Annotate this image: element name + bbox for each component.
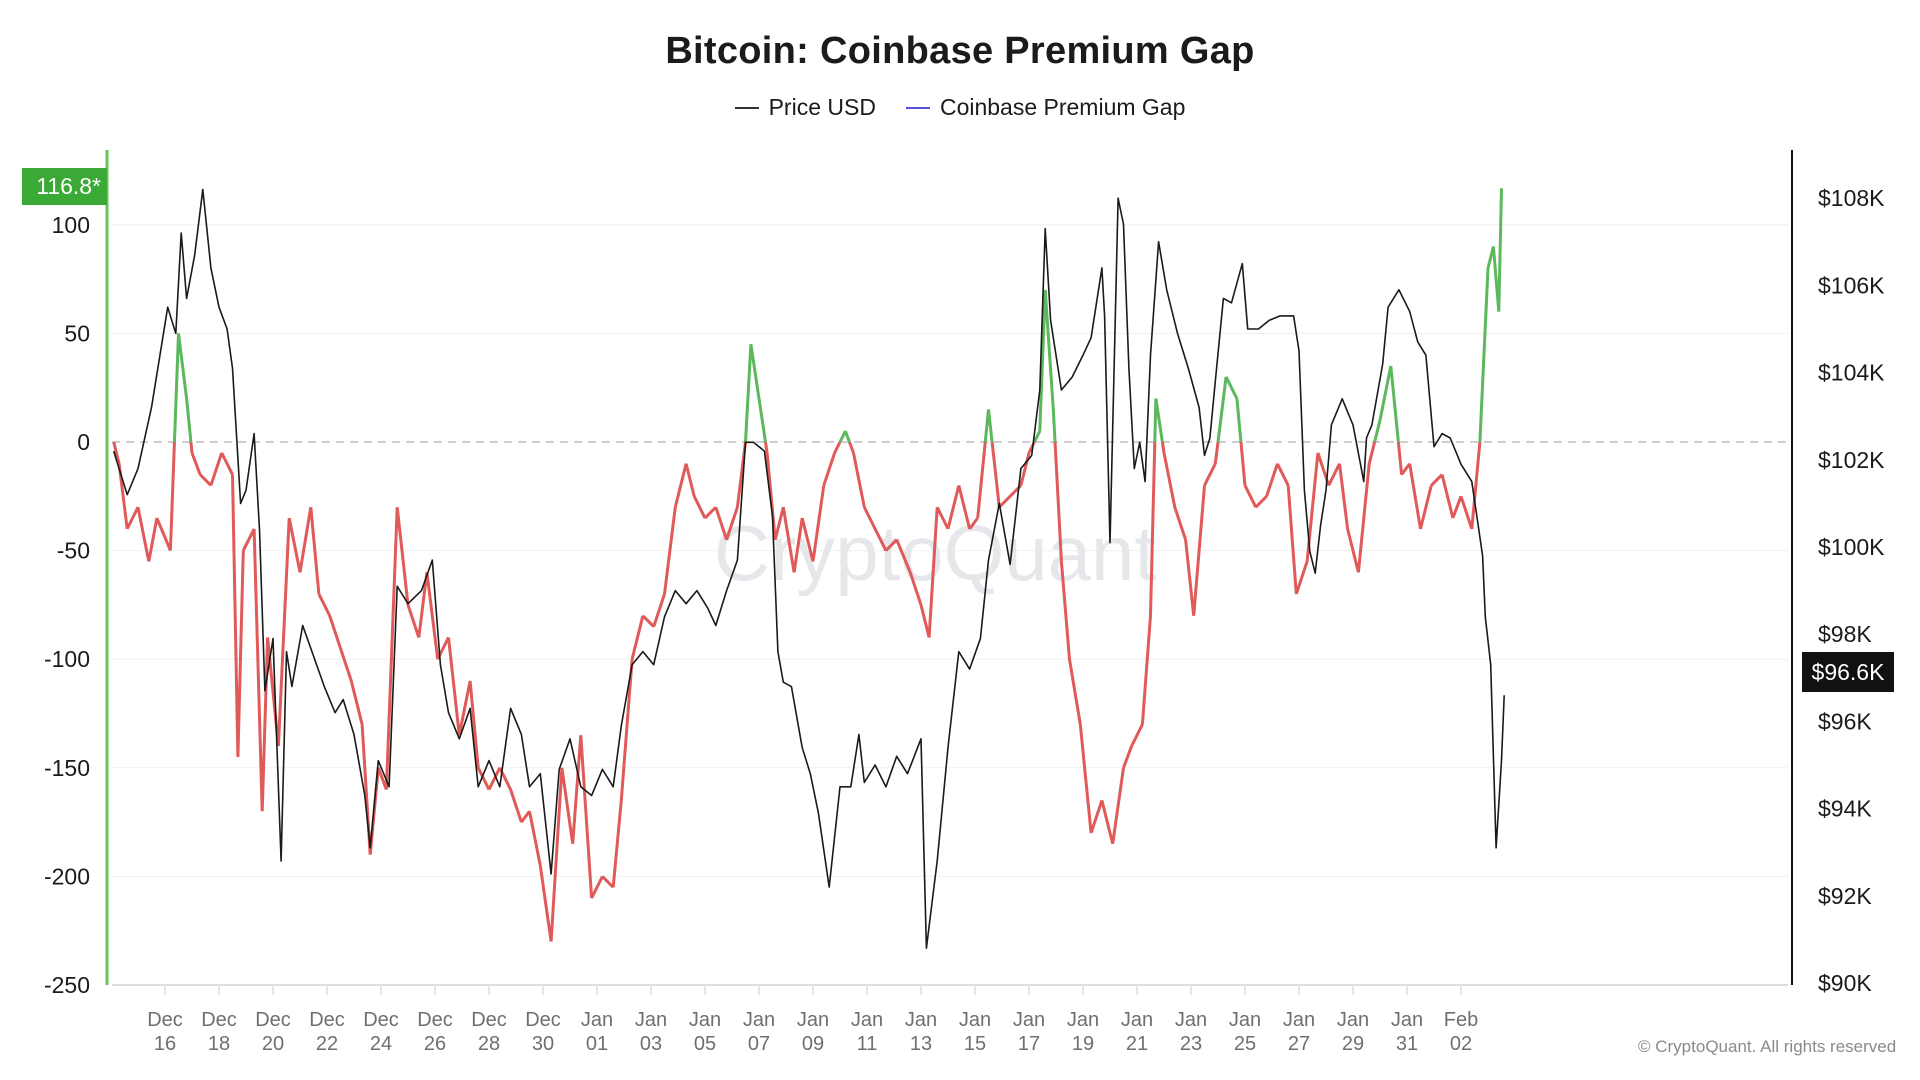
x-tick-label-day: 15 <box>964 1033 986 1055</box>
x-tick-label-month: Jan <box>1121 1009 1153 1031</box>
x-tick-label-day: 09 <box>802 1033 824 1055</box>
legend-swatch-price <box>734 106 759 109</box>
x-tick-label-month: Jan <box>635 1009 667 1031</box>
x-tick-label-month: Dec <box>309 1009 345 1031</box>
x-tick-label-month: Feb <box>1444 1009 1478 1031</box>
x-tick-label-month: Jan <box>1175 1009 1207 1031</box>
x-tick-label-day: 13 <box>910 1033 932 1055</box>
x-tick-label-day: 28 <box>478 1033 500 1055</box>
y-left-tick-label: -250 <box>44 972 90 998</box>
y-right-tick-label: $92K <box>1818 883 1872 909</box>
current-premium-badge: 116.8* <box>22 168 107 205</box>
x-tick-label-day: 23 <box>1180 1033 1202 1055</box>
legend: Price USD Coinbase Premium Gap <box>0 94 1920 121</box>
x-tick-label-day: 29 <box>1342 1033 1364 1055</box>
y-left-tick-label: -50 <box>57 538 90 564</box>
y-right-tick-label: $94K <box>1818 796 1872 822</box>
y-right-tick-label: $98K <box>1818 621 1872 647</box>
x-tick-label-day: 19 <box>1072 1033 1094 1055</box>
x-tick-label-month: Jan <box>743 1009 775 1031</box>
premium-gap-positive-line <box>172 188 1503 443</box>
x-tick-label-day: 20 <box>262 1033 284 1055</box>
x-tick-label-month: Jan <box>959 1009 991 1031</box>
y-left-tick-label: -100 <box>44 646 90 672</box>
x-tick-label-month: Dec <box>525 1009 561 1031</box>
x-tick-label-day: 26 <box>424 1033 446 1055</box>
y-right-tick-label: $104K <box>1818 360 1885 386</box>
chart-title: Bitcoin: Coinbase Premium Gap <box>665 30 1255 72</box>
price-usd-line <box>112 188 1505 949</box>
current-price-badge: $96.6K <box>1802 652 1894 692</box>
copyright-text: © CryptoQuant. All rights reserved <box>1638 1037 1897 1056</box>
x-tick-label-day: 16 <box>154 1033 176 1055</box>
y-right-tick-label: $100K <box>1818 534 1885 560</box>
x-tick-label-month: Jan <box>1337 1009 1369 1031</box>
legend-item-price[interactable]: Price USD <box>734 94 876 121</box>
x-tick-label-month: Jan <box>689 1009 721 1031</box>
y-left-tick-label: 50 <box>64 320 90 346</box>
x-tick-label-day: 17 <box>1018 1033 1040 1055</box>
x-tick-label-day: 30 <box>532 1033 554 1055</box>
x-tick-label-month: Dec <box>147 1009 183 1031</box>
x-tick-label-month: Dec <box>471 1009 507 1031</box>
x-tick-label-day: 02 <box>1450 1033 1472 1055</box>
x-tick-label-day: 22 <box>316 1033 338 1055</box>
x-tick-label-month: Jan <box>581 1009 613 1031</box>
y-left-tick-label: 100 <box>52 212 90 238</box>
y-left-tick-label: 0 <box>77 429 90 455</box>
x-tick-label-day: 24 <box>370 1033 392 1055</box>
x-tick-label-day: 18 <box>208 1033 230 1055</box>
x-tick-label-month: Dec <box>417 1009 453 1031</box>
y-left-tick-label: -200 <box>44 863 90 889</box>
legend-item-premium[interactable]: Coinbase Premium Gap <box>905 94 1186 121</box>
x-tick-label-day: 27 <box>1288 1033 1310 1055</box>
x-tick-label-month: Dec <box>255 1009 291 1031</box>
x-tick-label-day: 07 <box>748 1033 770 1055</box>
x-tick-label-day: 31 <box>1396 1033 1418 1055</box>
y-right-tick-label: $102K <box>1818 447 1885 473</box>
x-tick-label-month: Jan <box>905 1009 937 1031</box>
x-tick-label-day: 25 <box>1234 1033 1256 1055</box>
y-right-tick-label: $106K <box>1818 272 1885 298</box>
x-tick-label-month: Jan <box>1391 1009 1423 1031</box>
x-tick-label-month: Jan <box>797 1009 829 1031</box>
x-tick-label-day: 03 <box>640 1033 662 1055</box>
x-tick-label-day: 01 <box>586 1033 608 1055</box>
y-left-tick-label: -150 <box>44 755 90 781</box>
y-right-tick-label: $96K <box>1818 708 1872 734</box>
y-right-tick-label: $90K <box>1818 970 1872 996</box>
legend-label-premium: Coinbase Premium Gap <box>939 94 1186 120</box>
legend-label-price: Price USD <box>768 94 876 120</box>
premium-gap-negative-line <box>112 441 1482 942</box>
x-tick-label-month: Jan <box>1229 1009 1261 1031</box>
x-tick-label-day: 11 <box>857 1033 878 1055</box>
x-tick-label-month: Jan <box>851 1009 883 1031</box>
y-right-tick-label: $108K <box>1818 185 1885 211</box>
x-tick-label-month: Jan <box>1283 1009 1315 1031</box>
x-tick-label-month: Jan <box>1067 1009 1099 1031</box>
legend-swatch-premium <box>905 106 930 109</box>
x-tick-label-month: Dec <box>363 1009 399 1031</box>
x-tick-label-day: 05 <box>694 1033 716 1055</box>
x-tick-label-day: 21 <box>1126 1033 1148 1055</box>
x-tick-label-month: Jan <box>1013 1009 1045 1031</box>
x-tick-label-month: Dec <box>201 1009 237 1031</box>
